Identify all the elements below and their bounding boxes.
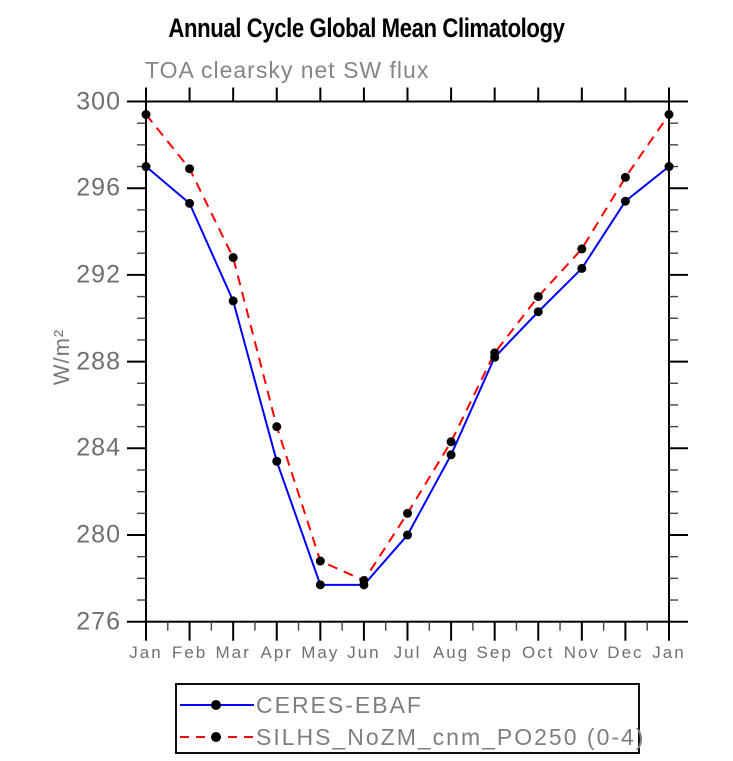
legend-sample-dashed-red [180, 723, 254, 751]
x-tick-label: Feb [171, 643, 208, 662]
plot-frame [145, 100, 670, 623]
y-tick-label: 300 [76, 87, 121, 115]
y-axis-ticks [127, 100, 688, 623]
x-tick-label: Nov [563, 643, 600, 662]
y-tick-label: 292 [76, 260, 121, 289]
series-markers-1 [141, 110, 674, 586]
x-tick-label: Jun [347, 643, 381, 662]
y-tick-label: 288 [76, 347, 121, 376]
series-markers-0 [141, 162, 674, 590]
x-tick-label: Dec [607, 643, 644, 662]
x-tick-label: Mar [215, 643, 251, 662]
legend-sample-solid-blue [180, 691, 254, 719]
legend-marker-dot-icon [211, 700, 221, 710]
series-line-0 [145, 165, 670, 586]
legend-label: CERES-EBAF [256, 691, 423, 718]
y-tick-label: 296 [76, 173, 121, 202]
x-tick-label: Aug [432, 643, 470, 662]
legend-label: SILHS_NoZM_cnm_PO250 (0-4) [256, 723, 646, 750]
y-tick-label: 280 [76, 520, 121, 549]
x-tick-label: Jan [129, 643, 163, 662]
legend-entry-silhs: SILHS_NoZM_cnm_PO250 (0-4) [180, 723, 645, 751]
legend-box: CERES-EBAF SILHS_NoZM_cnm_PO250 (0-4) [175, 683, 643, 754]
y-tick-label: 284 [76, 433, 121, 462]
chart-title: Annual Cycle Global Mean Climatology [168, 13, 565, 43]
x-axis-ticks [145, 87, 670, 641]
x-tick-label: Oct [522, 643, 555, 662]
x-tick-label: Jul [393, 643, 422, 662]
legend-entry-ceres: CERES-EBAF [180, 691, 423, 719]
chart-subtitle: TOA clearsky net SW flux [145, 57, 430, 83]
x-tick-label: Jan [652, 643, 686, 662]
y-tick-label: 276 [76, 607, 121, 636]
x-tick-label: May [301, 643, 340, 662]
x-tick-label: Apr [260, 643, 293, 662]
legend-marker-dot-icon [211, 732, 221, 742]
x-tick-label: Sep [476, 643, 513, 662]
